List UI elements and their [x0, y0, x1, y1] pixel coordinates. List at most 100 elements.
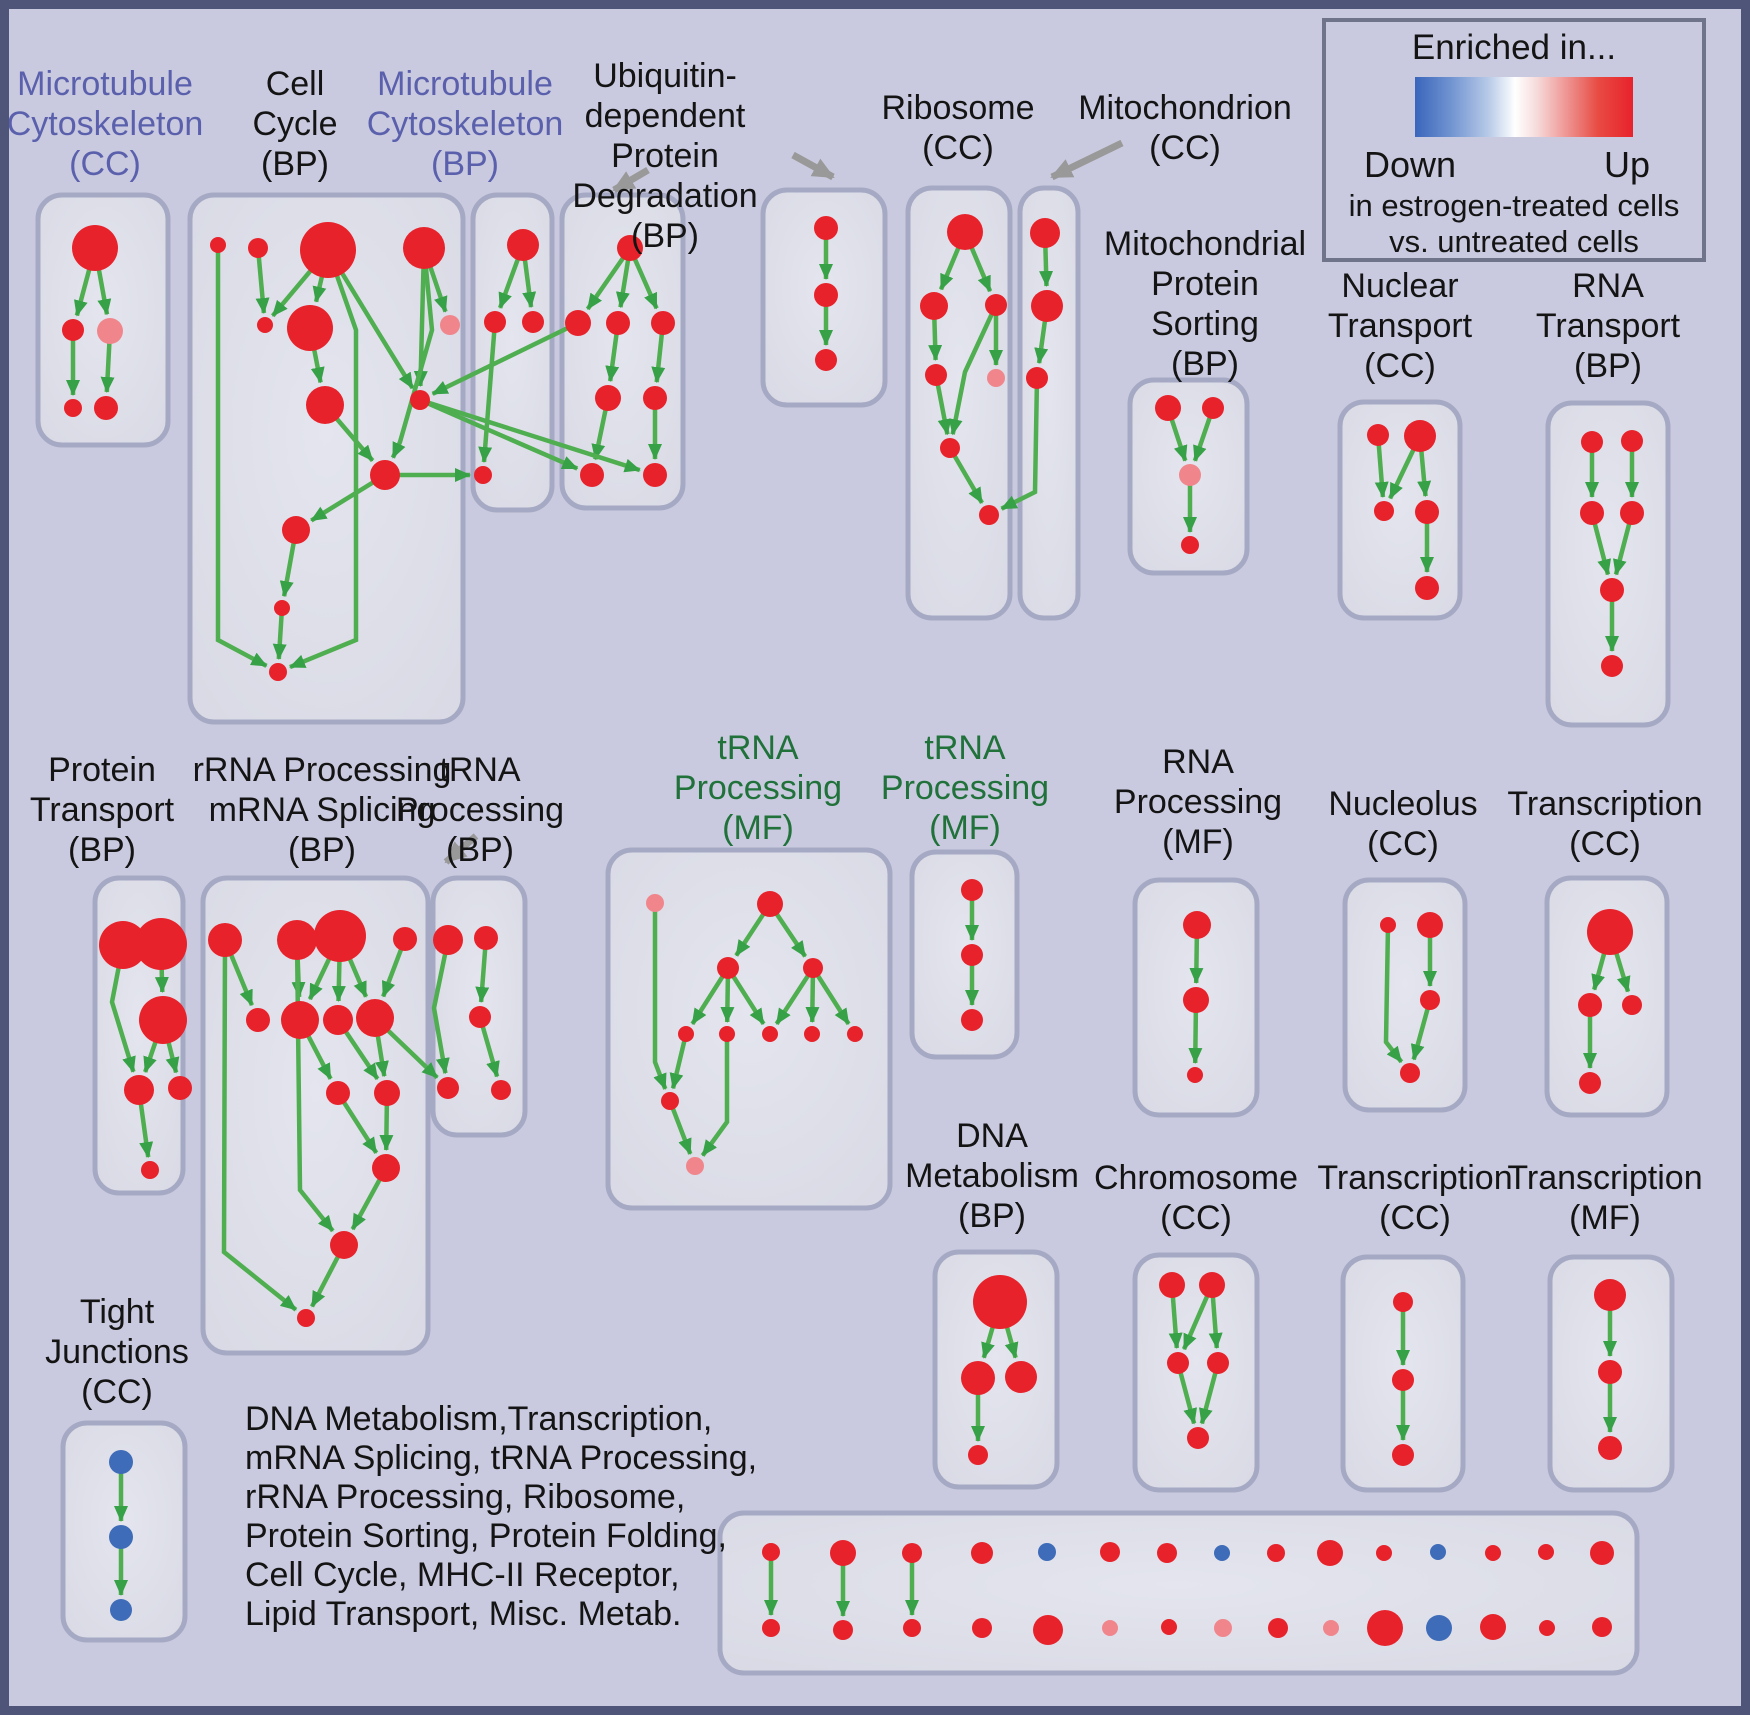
go-term-node-red: [920, 292, 948, 320]
go-term-node-red: [99, 921, 147, 969]
go-term-node-red: [940, 438, 960, 458]
cluster-label-line: Processing: [880, 769, 1050, 807]
go-term-node-red: [1420, 990, 1440, 1010]
edge-arrow: [1383, 924, 1404, 1064]
go-term-node-red: [330, 1231, 358, 1259]
go-term-node-red: [374, 1080, 400, 1106]
go-term-node-pink: [1323, 1620, 1339, 1636]
go-term-node-red: [1621, 430, 1643, 452]
go-term-node-red: [580, 463, 604, 487]
go-term-node-red: [210, 237, 226, 253]
go-term-node-red: [326, 1081, 350, 1105]
cluster-label-transcription-cc-upper: Transcription (CC): [1507, 784, 1702, 864]
go-term-node-red: [1594, 1279, 1626, 1311]
cluster-label-line: (BP): [430, 145, 499, 183]
label-pointer-arrow: [443, 833, 479, 865]
go-term-node-blue: [109, 1450, 133, 1474]
go-term-node-red: [314, 910, 366, 962]
cluster-label-rrna-processing-mrna-splicing-bp: rRNA Processing mRNA Splicing (BP): [193, 750, 452, 870]
go-term-node-red: [257, 317, 273, 333]
go-term-node-red: [1622, 995, 1642, 1015]
cluster-label-line: Junctions: [45, 1333, 189, 1371]
go-term-node-pink: [1179, 464, 1201, 486]
go-term-node-blue: [1430, 1544, 1446, 1560]
edge-arrow: [948, 446, 984, 505]
cluster-label-line: (CC): [1364, 347, 1436, 385]
go-term-node-red: [961, 1361, 995, 1395]
cluster-label-trna-processing-mf-small: tRNA Processing (MF): [881, 728, 1049, 848]
go-term-node-red: [1415, 500, 1439, 524]
cluster-box-nucleolus-cc: [1342, 877, 1468, 1113]
cluster-label-line: Protein: [1151, 265, 1259, 303]
go-term-node-red: [643, 386, 667, 410]
edge-arrow: [1410, 999, 1433, 1061]
cluster-label-line: (MF): [1162, 823, 1234, 861]
cluster-label-transcription-cc-lower: Transcription (CC): [1317, 1158, 1512, 1238]
go-term-node-pink: [1102, 1620, 1118, 1636]
annotation-line: Cell Cycle, MHC-II Receptor,: [245, 1556, 680, 1594]
go-term-node-red: [1033, 1615, 1063, 1645]
go-term-node-red: [1207, 1352, 1229, 1374]
go-term-node-red: [830, 1540, 856, 1566]
go-term-node-red: [281, 1001, 319, 1039]
cluster-label-transcription-mf: Transcription (MF): [1507, 1158, 1702, 1238]
go-term-node-red: [139, 996, 187, 1044]
go-term-node-red: [248, 238, 268, 258]
cluster-label-dna-metabolism-bp: DNA Metabolism (BP): [905, 1116, 1079, 1236]
go-term-node-red: [947, 214, 983, 250]
go-term-node-red: [661, 1092, 679, 1110]
cluster-box-chromosome-cc: [1132, 1252, 1260, 1493]
go-term-node-red: [208, 923, 242, 957]
edge-arrow: [726, 966, 766, 1026]
go-term-node-blue: [109, 1525, 133, 1549]
go-term-node-red: [274, 600, 290, 616]
cluster-label-line: Protein: [611, 137, 719, 175]
go-term-node-red: [246, 1008, 270, 1032]
cluster-label-line: RNA: [1162, 743, 1234, 781]
go-term-node-red: [297, 1309, 315, 1327]
cluster-label-line: Chromosome: [1093, 1159, 1299, 1197]
cluster-label-ubiquitin-degradation-a: Ubiquitin-dependent Protein Degradation (BP…: [572, 56, 757, 256]
go-term-node-red: [64, 399, 82, 417]
label-pointer-arrow: [791, 151, 835, 181]
edge-arrow: [811, 966, 851, 1026]
go-term-node-red: [762, 1026, 778, 1042]
go-term-node-red: [433, 925, 463, 955]
cluster-label-line: Cell: [265, 65, 325, 103]
go-term-node-red: [522, 311, 544, 333]
label-pointer-arrow: [612, 166, 650, 194]
go-term-node-red: [269, 663, 287, 681]
go-term-node-red: [1167, 1352, 1189, 1374]
go-term-node-red: [833, 1620, 853, 1640]
go-term-node-red: [1601, 655, 1623, 677]
cluster-label-line: (BP): [288, 831, 356, 869]
go-term-node-red: [410, 390, 430, 410]
go-term-node-red: [973, 1275, 1027, 1329]
go-term-node-red: [1538, 1544, 1554, 1560]
cluster-label-line: (MF): [1569, 1199, 1641, 1237]
go-term-node-red: [717, 957, 739, 979]
annotation-line: Protein Sorting, Protein Folding,: [245, 1517, 727, 1555]
go-term-node-red: [961, 944, 983, 966]
go-term-node-red: [474, 466, 492, 484]
cluster-label-line: RNA: [1572, 267, 1644, 305]
cluster-label-line: (CC): [1160, 1199, 1232, 1237]
go-term-node-red: [815, 349, 837, 371]
go-term-node-red: [124, 1075, 154, 1105]
cluster-label-line: (BP): [1573, 347, 1642, 385]
go-term-node-red: [961, 1009, 983, 1031]
go-term-node-red: [1600, 578, 1624, 602]
annotation-line: Lipid Transport, Misc. Metab.: [245, 1595, 682, 1633]
go-term-node-red: [94, 396, 118, 420]
go-term-node-red: [1376, 1545, 1392, 1561]
legend-up-label: Up: [1603, 144, 1650, 185]
cluster-label-line: (CC): [69, 145, 141, 183]
go-term-node-red: [1592, 1617, 1612, 1637]
edge-arrow: [948, 304, 999, 436]
cluster-label-line: (BP): [631, 217, 699, 255]
cluster-box-mitochondrion-cc: [1017, 185, 1081, 621]
go-term-node-pink: [987, 369, 1005, 387]
cluster-label-line: Cycle: [252, 105, 338, 143]
cluster-label-tight-junctions-cc: Tight Junctions (CC): [45, 1292, 189, 1412]
